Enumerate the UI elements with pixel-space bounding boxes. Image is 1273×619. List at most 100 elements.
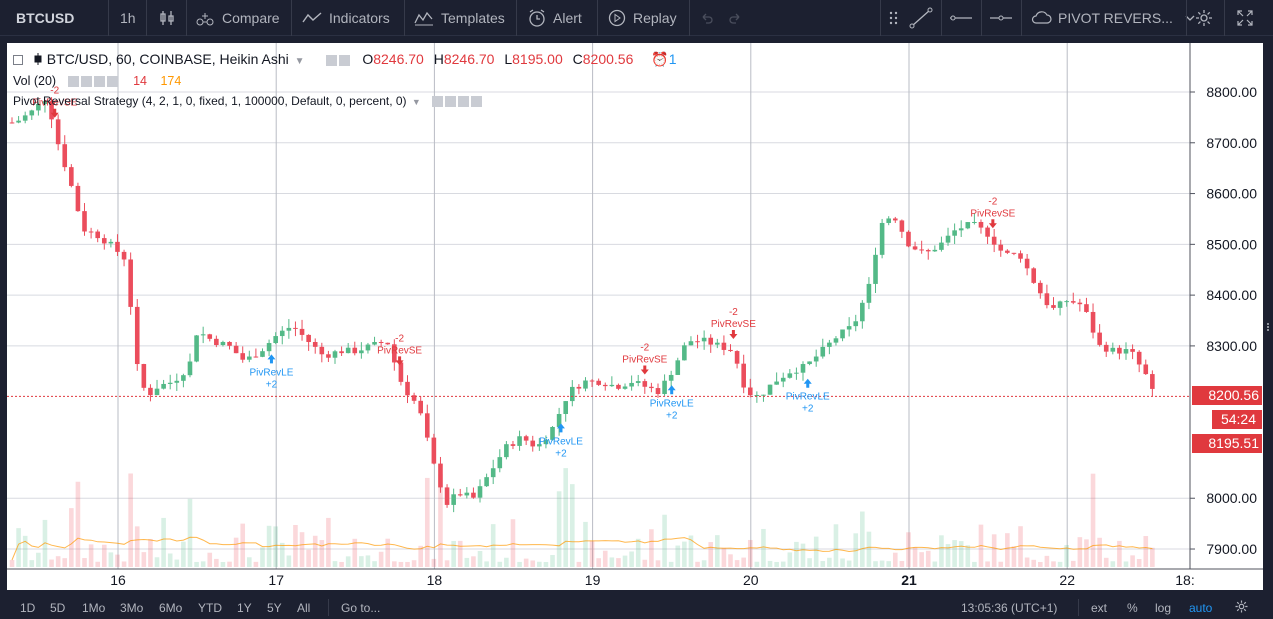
format-mini-icon[interactable] — [458, 95, 470, 107]
candle-body — [906, 231, 911, 247]
eye-icon[interactable] — [67, 75, 79, 87]
replay-button[interactable]: Replay — [607, 0, 677, 36]
candle-body — [866, 283, 872, 303]
eye-icon[interactable] — [326, 55, 338, 67]
range-1y[interactable]: 1Y — [237, 601, 252, 615]
volume-bar — [649, 529, 654, 567]
interval-button[interactable]: 1h — [120, 10, 136, 26]
side-panel-handle[interactable] — [1265, 318, 1271, 331]
chart-pane[interactable]: -2 PivRevSE PivRevLE +2 -2 PivRevSE PivRevLE +2… — [7, 43, 1263, 590]
volume-bar — [721, 547, 727, 567]
settings-mini-icon[interactable] — [339, 55, 351, 67]
compare-button[interactable]: Compare — [194, 0, 280, 36]
volume-bar — [642, 559, 648, 567]
volume-bar — [563, 468, 569, 567]
range-1d[interactable]: 1D — [20, 601, 36, 615]
range-1mo[interactable]: 1Mo — [82, 601, 106, 615]
time-tick-label: 20 — [743, 572, 759, 588]
format-mini-icon[interactable] — [93, 75, 105, 87]
auto-toggle[interactable]: auto — [1189, 601, 1213, 615]
horizontal-line-button[interactable] — [988, 0, 1014, 36]
range-all[interactable]: All — [297, 601, 311, 615]
candle-body — [1031, 268, 1037, 283]
toolbar-divider — [941, 0, 942, 36]
bottom-settings-button[interactable] — [1234, 599, 1249, 617]
settings-mini-icon[interactable] — [445, 95, 457, 107]
range-ytd[interactable]: YTD — [198, 601, 222, 615]
volume-bar — [497, 561, 503, 567]
volume-bar — [787, 552, 793, 567]
percent-toggle[interactable]: % — [1127, 601, 1138, 615]
volume-bar — [530, 560, 536, 567]
candle-body — [655, 388, 661, 395]
volume-bar — [431, 558, 437, 567]
alarm-icon[interactable]: ⏰ — [651, 51, 669, 67]
strategy-select[interactable]: PIVOT REVERS... — [1030, 0, 1197, 36]
volume-bar — [569, 484, 575, 567]
candle-body — [464, 492, 470, 496]
goto-button[interactable]: Go to... — [341, 601, 381, 615]
countdown-tag-bg — [1212, 410, 1262, 429]
redo-button[interactable] — [727, 0, 743, 36]
price-tick-label: 7900.00 — [1206, 541, 1257, 557]
templates-button[interactable]: Templates — [413, 0, 505, 36]
alert-button[interactable]: Alert — [527, 0, 582, 36]
volume-bar — [424, 477, 430, 567]
candle-body — [1110, 347, 1116, 352]
range-5d[interactable]: 5D — [50, 601, 66, 615]
fullscreen-button[interactable] — [1236, 0, 1254, 36]
volume-bar — [438, 474, 443, 567]
candle-body — [227, 341, 232, 346]
volume-bar — [220, 562, 226, 567]
volume-bar — [682, 541, 687, 567]
range-5y[interactable]: 5Y — [267, 601, 282, 615]
close-mini-icon[interactable] — [106, 75, 118, 87]
candle-body — [662, 380, 667, 395]
settings-button[interactable] — [1194, 0, 1214, 36]
range-3mo[interactable]: 3Mo — [120, 601, 144, 615]
signal-label: PivRevSE — [377, 345, 422, 356]
drawing-handle-button[interactable] — [888, 0, 900, 36]
volume-bar — [537, 561, 542, 567]
candle-body — [22, 115, 28, 121]
close-mini-icon[interactable] — [471, 95, 483, 107]
price-tick-label: 8000.00 — [1206, 490, 1257, 506]
toolbar-divider — [108, 0, 109, 36]
volume-bar — [668, 561, 674, 567]
volume-bar — [701, 560, 707, 567]
volume-bar — [16, 528, 21, 567]
toolbar-divider — [689, 0, 690, 36]
settings-mini-icon[interactable] — [80, 75, 92, 87]
price-chart[interactable]: -2PivRevSEPivRevLE+2-2PivRevSEPivRevLE+2… — [7, 43, 1263, 590]
collapse-legend-icon[interactable] — [13, 55, 23, 65]
time-tick-label: 17 — [268, 572, 284, 588]
chart-style-button[interactable] — [158, 0, 176, 36]
horizontal-ray-button[interactable] — [948, 0, 974, 36]
candle-body — [405, 381, 410, 396]
signal-qty: +2 — [555, 448, 567, 459]
volume-bar — [200, 561, 206, 567]
volume-bar — [1117, 540, 1122, 567]
candle-body — [708, 337, 714, 345]
undo-button[interactable] — [699, 0, 715, 36]
volume-bar — [101, 544, 107, 567]
trend-line-button[interactable] — [908, 0, 934, 36]
volume-bar — [860, 511, 865, 567]
volume-bar — [879, 560, 885, 567]
volume-bar — [88, 544, 94, 567]
clock[interactable]: 13:05:36 (UTC+1) — [961, 601, 1058, 615]
range-6mo[interactable]: 6Mo — [159, 601, 183, 615]
candle-body — [484, 477, 489, 487]
eye-icon[interactable] — [432, 95, 444, 107]
candle-body — [787, 373, 793, 378]
volume-bar — [299, 532, 305, 567]
candle-body — [1097, 332, 1102, 345]
symbol-search-button[interactable]: BTCUSD — [16, 10, 75, 26]
volume-bar — [214, 558, 219, 567]
candle-body — [148, 387, 153, 396]
indicators-button[interactable]: Indicators — [301, 0, 390, 36]
legend-chevron-icon[interactable]: ▼ — [294, 56, 305, 67]
ext-toggle[interactable]: ext — [1091, 601, 1108, 615]
legend-chevron-icon[interactable]: ▼ — [411, 97, 421, 107]
log-toggle[interactable]: log — [1155, 601, 1172, 615]
